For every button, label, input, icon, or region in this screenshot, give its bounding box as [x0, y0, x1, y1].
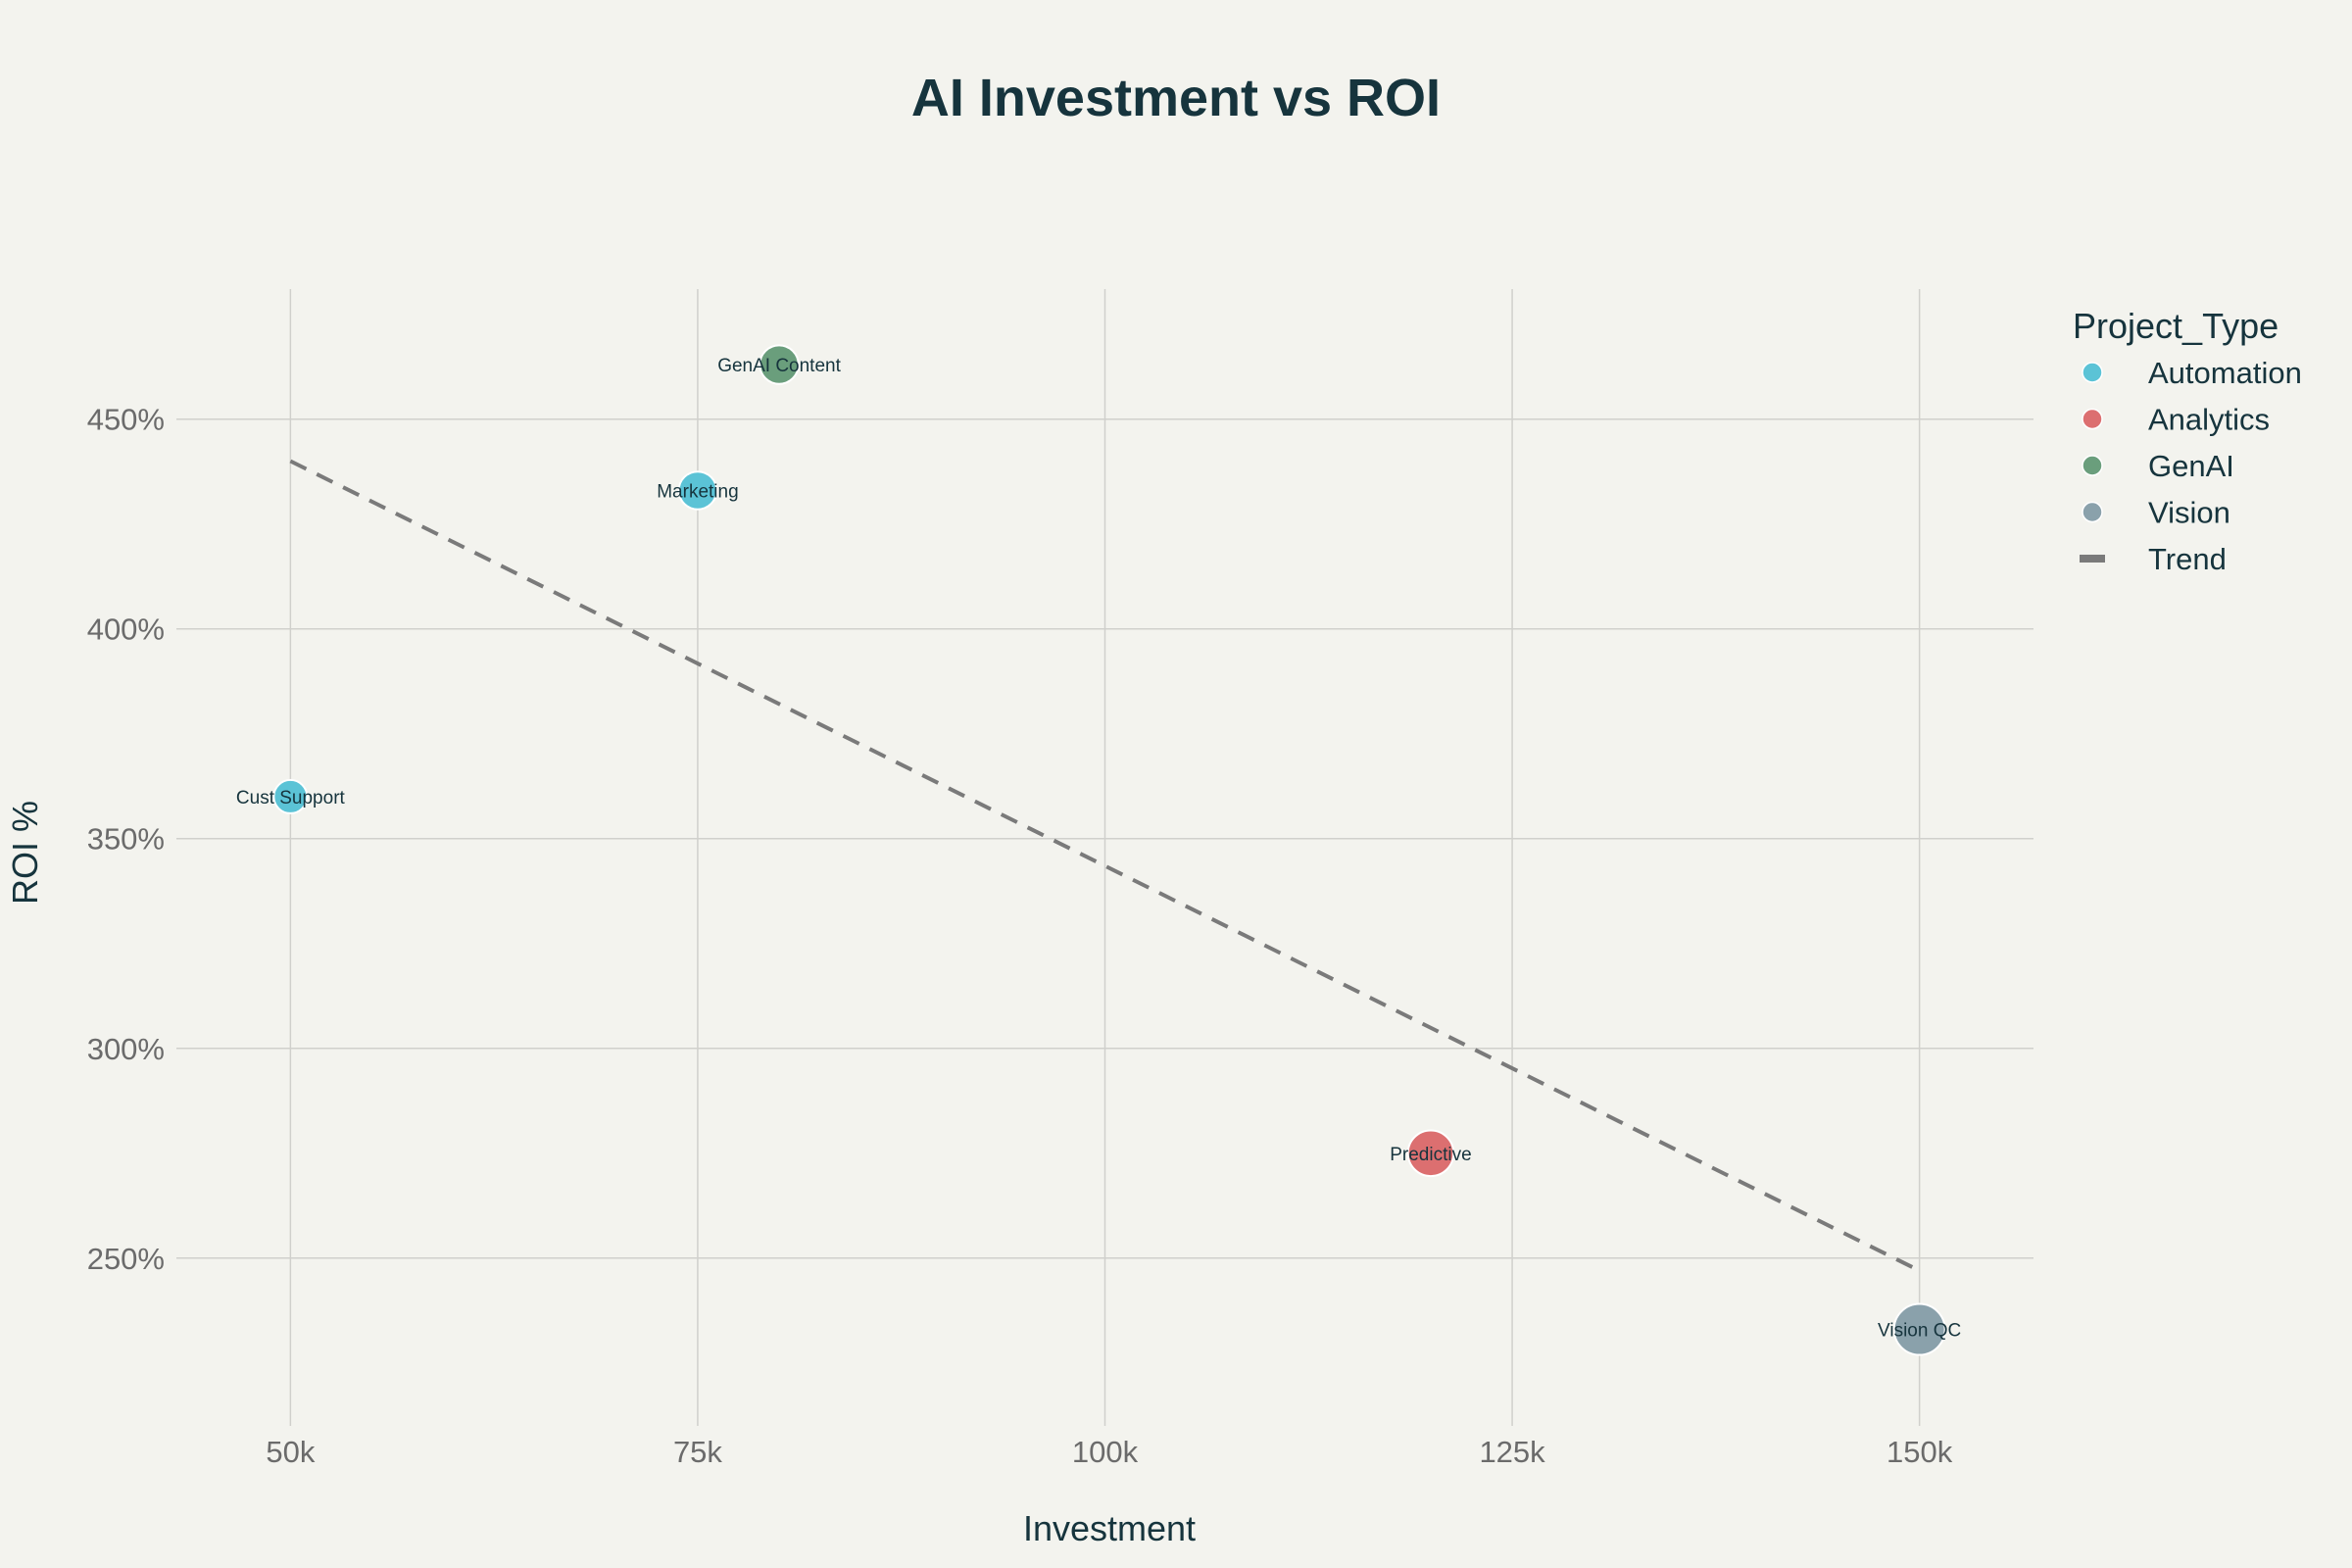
y-axis-label: ROI %: [5, 801, 45, 905]
gridlines: [176, 289, 2034, 1426]
x-tick-label: 100k: [1072, 1435, 1139, 1469]
point-label: Cust Support: [236, 788, 346, 808]
y-tick-label: 400%: [87, 612, 165, 647]
x-tick-label: 75k: [673, 1435, 722, 1469]
x-tick-label: 150k: [1886, 1435, 1953, 1469]
y-tick-label: 250%: [87, 1242, 165, 1276]
chart-title: AI Investment vs ROI: [911, 69, 1441, 127]
x-tick-label: 50k: [266, 1435, 315, 1469]
data-point: [272, 778, 309, 814]
point-label: Vision QC: [1878, 1321, 1961, 1342]
x-axis-label: Investment: [1023, 1508, 1196, 1548]
trend-layer: [289, 459, 1921, 1273]
data-point: [1406, 1129, 1455, 1178]
y-tick-label: 450%: [87, 403, 165, 437]
legend-item-label: Automation: [2148, 356, 2302, 390]
trend-line: [289, 459, 1921, 1273]
legend-item-label: Trend: [2148, 542, 2227, 576]
y-tick-label: 300%: [87, 1032, 165, 1066]
data-point: [759, 344, 800, 385]
legend-marker: [2082, 408, 2103, 430]
point-label: GenAI Content: [717, 356, 841, 376]
x-tick-label: 125k: [1479, 1435, 1545, 1469]
legend-marker: [2082, 362, 2103, 383]
legend-item-label: Analytics: [2148, 403, 2270, 437]
x-tick-labels: 50k 75k 100k 125k 150k: [266, 1435, 1952, 1469]
legend-item-label: Vision: [2148, 496, 2230, 530]
legend: Project_Type Automation Analytics GenAI Vis…: [2073, 306, 2302, 576]
legend-title: Project_Type: [2073, 306, 2278, 346]
legend-marker: [2082, 455, 2103, 476]
legend-item-label: GenAI: [2148, 449, 2234, 483]
point-label: Marketing: [657, 481, 738, 502]
data-point: [677, 470, 718, 511]
y-tick-label: 350%: [87, 822, 165, 857]
points-layer: Cust Support Marketing GenAI Content Predic…: [236, 344, 1961, 1356]
point-label: Predictive: [1390, 1145, 1471, 1165]
legend-marker: [2082, 501, 2103, 523]
data-point: [1892, 1302, 1946, 1356]
legend-line-swatch: [2080, 555, 2105, 563]
y-tick-labels: 250% 300% 350% 400% 450%: [87, 403, 165, 1276]
